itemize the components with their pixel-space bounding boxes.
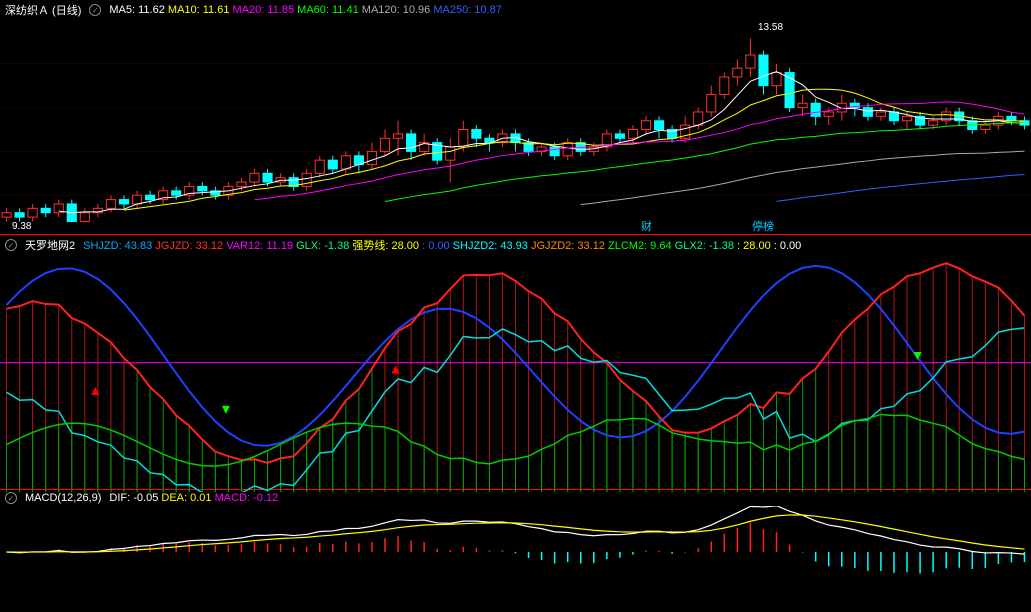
indicator-label: : 28.00 — [737, 240, 771, 252]
indicator-label: MA60: 11.41 — [297, 4, 359, 16]
stock-title: 深纺织Ａ (日线) — [5, 2, 81, 18]
event-marker: 财 — [641, 218, 652, 234]
indicator-label: MA20: 11.85 — [233, 4, 295, 16]
indicator-label: SHJZD2: 43.93 — [453, 240, 528, 252]
indicator-label: VAR12: 11.19 — [226, 240, 293, 252]
close-icon[interactable]: ✓ — [5, 239, 17, 251]
indicator-label: : 0.00 — [422, 240, 450, 252]
indicator-panel-header: ✓ 天罗地网2 SHJZD: 43.83 JGJZD: 33.12 VAR12:… — [0, 235, 1031, 255]
indicator-label: ZLCM2: 9.64 — [608, 240, 672, 252]
price-panel[interactable]: 深纺织Ａ (日线) ✓ MA5: 11.62 MA10: 11.61 MA20:… — [0, 0, 1031, 235]
indicator-label: GLX: -1.38 — [296, 240, 349, 252]
indicator-label: MA120: 10.96 — [362, 4, 431, 16]
indicator-label: MA5: 11.62 — [109, 4, 164, 16]
indicator-panel[interactable]: ✓ 天罗地网2 SHJZD: 43.83 JGJZD: 33.12 VAR12:… — [0, 235, 1031, 490]
low-price-label: 9.38 — [12, 221, 31, 232]
indicator-label: JGJZD2: 33.12 — [531, 240, 605, 252]
event-marker: 停榜 — [752, 218, 774, 234]
indicator-label: MA10: 11.61 — [168, 4, 230, 16]
indicator-label: DIF: -0.05 — [109, 492, 158, 504]
close-icon[interactable]: ✓ — [5, 492, 17, 504]
high-price-label: 13.58 — [758, 22, 783, 33]
macd-title: MACD(12,26,9) — [25, 492, 101, 504]
indicator-label: MA250: 10.87 — [433, 4, 502, 16]
indicator-label: JGJZD: 33.12 — [155, 240, 223, 252]
macd-panel-header: ✓ MACD(12,26,9) DIF: -0.05 DEA: 0.01 MAC… — [0, 490, 1031, 506]
macd-chart[interactable] — [0, 506, 1031, 598]
indicator-label: DEA: 0.01 — [161, 492, 211, 504]
indicator-label: MACD: -0.12 — [215, 492, 279, 504]
price-chart[interactable] — [0, 20, 1031, 239]
indicator-label: SHJZD: 43.83 — [83, 240, 152, 252]
indicator-label: GLX2: -1.38 — [675, 240, 734, 252]
price-panel-header: 深纺织Ａ (日线) ✓ MA5: 11.62 MA10: 11.61 MA20:… — [0, 0, 1031, 20]
indicator-label: 强势线: 28.00 — [352, 240, 419, 252]
indicator-title: 天罗地网2 — [25, 237, 75, 253]
macd-panel[interactable]: ✓ MACD(12,26,9) DIF: -0.05 DEA: 0.01 MAC… — [0, 490, 1031, 600]
indicator-label: : 0.00 — [774, 240, 802, 252]
indicator-chart[interactable] — [0, 255, 1031, 492]
close-icon[interactable]: ✓ — [89, 4, 101, 16]
